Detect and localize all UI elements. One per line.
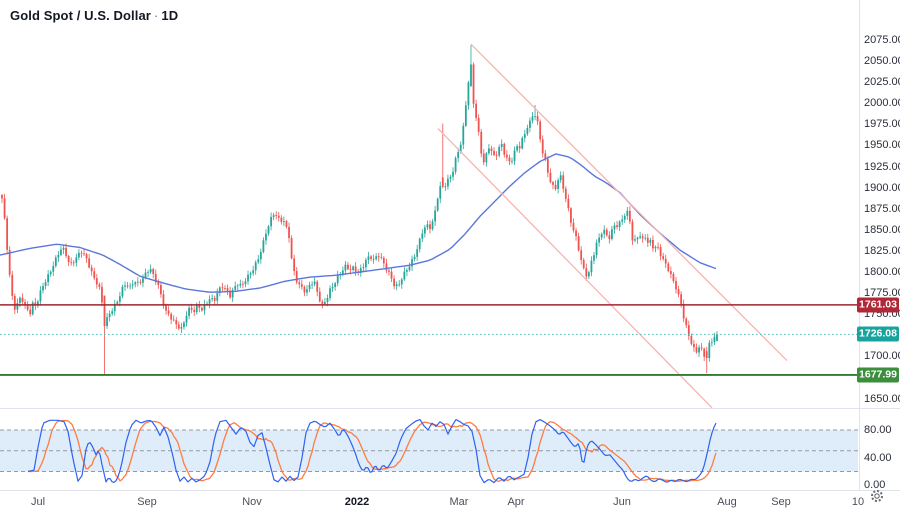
time-axis-settings-gear-icon[interactable] <box>869 488 885 504</box>
time-axis-label: Mar <box>449 496 469 508</box>
time-axis-label: Sep <box>771 496 791 508</box>
support-price-badge: 1677.99 <box>857 367 899 383</box>
price-tick-label: 1650.00 <box>864 392 900 405</box>
price-tick-label: 1775.00 <box>864 287 900 300</box>
stochastic-d-line[interactable] <box>28 419 717 483</box>
title-separator: · <box>153 8 159 23</box>
interval-label: 1D <box>161 8 179 23</box>
time-axis-label: Sep <box>137 496 157 508</box>
symbol-name: Gold Spot / U.S. Dollar <box>10 8 151 23</box>
price-tick-label: 1925.00 <box>864 160 900 173</box>
price-tick-label: 1800.00 <box>864 266 900 278</box>
channel-lower-trendline[interactable] <box>437 128 713 409</box>
price-tick-label: 1950.00 <box>864 139 900 152</box>
channel-upper-trendline[interactable] <box>470 43 788 362</box>
indicator-tick-label: 40.00 <box>864 451 892 464</box>
last-price-badge: 1726.08 <box>857 326 899 342</box>
time-axis-label: Jul <box>30 496 46 508</box>
stochastic-k-line[interactable] <box>27 419 717 484</box>
time-axis-label: Nov <box>242 496 262 508</box>
price-tick-label: 2025.00 <box>864 76 900 89</box>
time-axis-label: Jun <box>613 496 631 508</box>
time-axis-label: 2022 <box>344 496 370 508</box>
moving-average-line[interactable] <box>0 153 717 293</box>
indicator-tick-label: 0.00 <box>864 479 886 492</box>
indicator-tick-label: 80.00 <box>864 424 892 436</box>
candles-layer[interactable] <box>1 45 718 375</box>
symbol-title[interactable]: Gold Spot / U.S. Dollar · 1D <box>10 8 178 23</box>
price-tick-label: 1825.00 <box>864 244 900 257</box>
price-tick-label: 1975.00 <box>864 118 900 131</box>
time-axis-label: Apr <box>507 496 525 508</box>
price-tick-label: 2000.00 <box>864 97 900 110</box>
time-axis-label: 10 <box>851 496 865 508</box>
price-tick-label: 1700.00 <box>864 350 900 363</box>
price-tick-label: 2050.00 <box>864 55 900 68</box>
time-axis-label: Aug <box>717 496 737 508</box>
price-tick-label: 1850.00 <box>864 223 900 236</box>
price-tick-label: 1900.00 <box>864 181 900 194</box>
resistance-price-badge: 1761.03 <box>857 297 899 313</box>
price-tick-label: 2075.00 <box>864 34 900 46</box>
price-tick-label: 1875.00 <box>864 202 900 215</box>
